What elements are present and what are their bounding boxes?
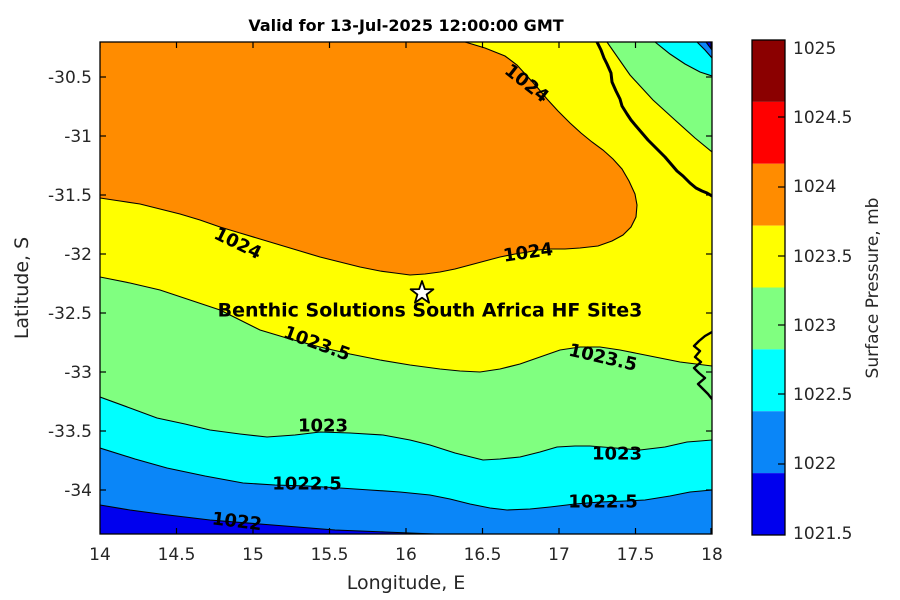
y-tick-label: -34 (64, 481, 92, 501)
colorbar-tick-label: 1023.5 (793, 247, 852, 267)
colorbar-axis-label: Surface Pressure, mb (863, 198, 883, 379)
y-tick-label: -32 (64, 245, 92, 265)
contour-label: 1023 (298, 415, 348, 436)
x-tick-label: 18 (701, 545, 723, 565)
contour-label: 1022.5 (568, 491, 637, 512)
colorbar-tick-label: 1023 (793, 316, 836, 336)
site-star-marker (409, 280, 435, 304)
x-tick-label: 17 (548, 545, 570, 565)
colorbar-segment (752, 101, 785, 164)
contour-line-inland-1022 (705, 42, 712, 51)
band-1024-plus (100, 42, 637, 275)
y-axis-label: Latitude, S (11, 237, 33, 339)
colorbar-tick-label: 1021.5 (793, 524, 852, 544)
contour-line-inland-1022p5 (696, 42, 712, 59)
y-tick-label: -33 (64, 363, 92, 383)
colorbar-segment (752, 349, 785, 412)
x-tick-label: 16 (395, 545, 417, 565)
plot-border (99, 41, 713, 535)
y-tick-label: -32.5 (48, 304, 92, 324)
coastline (595, 42, 712, 198)
band-inland-blue (697, 42, 712, 58)
x-ticks-top (100, 42, 712, 48)
plot-area (100, 42, 712, 534)
coastline-saldanha-inlet (692, 330, 712, 401)
contour-label: 1023 (592, 443, 642, 464)
contour-line-inland-1023p5 (606, 42, 712, 153)
colorbar: 1025 1024.5 1024 1023.5 1023 1022.5 1022… (751, 39, 883, 544)
y-tick-labels: -30.5 -31 -31.5 -32 -32.5 -33 -33.5 -34 (48, 68, 92, 501)
colorbar-tick-label: 1024 (793, 177, 836, 197)
band-1022-1022p5 (100, 448, 712, 534)
x-tick-label: 14.5 (158, 545, 196, 565)
y-tick-label: -31 (64, 127, 92, 147)
colorbar-tick-label: 1025 (793, 39, 836, 59)
colorbar-segment (752, 40, 785, 102)
x-tick-label: 16.5 (464, 545, 502, 565)
x-tick-label: 14 (89, 545, 111, 565)
colorbar-tick-label: 1022.5 (793, 385, 852, 405)
contour-line-1023 (100, 396, 712, 461)
colorbar-tick-labels: 1025 1024.5 1024 1023.5 1023 1022.5 1022… (793, 39, 852, 544)
colorbar-segment (752, 411, 785, 474)
band-inland-cyan (655, 42, 712, 76)
y-ticks-left (100, 76, 106, 491)
y-tick-label: -31.5 (48, 186, 92, 206)
y-ticks-right (706, 76, 712, 491)
site-annotation: Benthic Solutions South Africa HF Site3 (218, 300, 643, 322)
x-tick-label: 15.5 (311, 545, 349, 565)
contour-line-1023p5 (100, 276, 712, 373)
contour-line-1022p5 (100, 447, 712, 511)
colorbar-segment (752, 473, 785, 536)
band-1021p5-1022 (100, 505, 530, 534)
colorbar-tick-label: 1022 (793, 454, 836, 474)
contour-label: 1022.5 (272, 473, 341, 494)
colorbar-segment (752, 163, 785, 226)
colorbar-ticks (778, 116, 785, 465)
x-ticks-bottom (100, 528, 712, 534)
x-tick-label: 17.5 (617, 545, 655, 565)
band-inland-green (607, 42, 712, 152)
plot-title: Valid for 13-Jul-2025 12:00:00 GMT (248, 16, 563, 35)
colorbar-segment (752, 287, 785, 350)
contour-line-1022 (100, 504, 510, 534)
x-tick-label: 15 (242, 545, 264, 565)
contour-line-inland-1023 (654, 42, 712, 77)
y-tick-label: -30.5 (48, 68, 92, 88)
y-tick-label: -33.5 (48, 422, 92, 442)
contour-line-1024 (100, 42, 638, 276)
x-axis-label: Longitude, E (347, 572, 466, 594)
x-tick-labels: 14 14.5 15 15.5 16 16.5 17 17.5 18 (89, 545, 723, 565)
colorbar-tick-label: 1024.5 (793, 108, 852, 128)
colorbar-border (751, 39, 786, 536)
